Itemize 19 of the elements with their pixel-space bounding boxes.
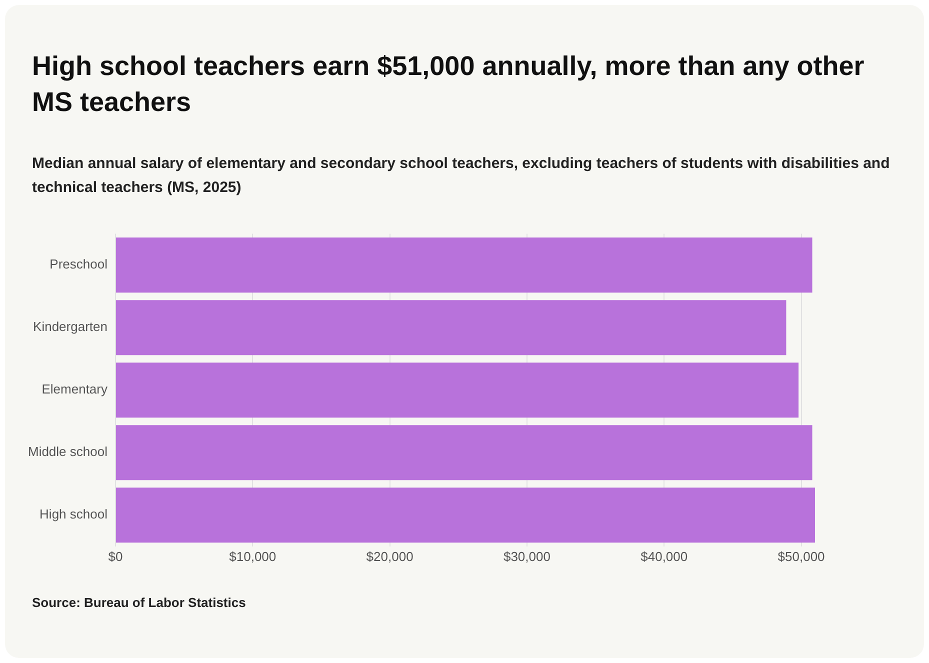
- bar: [116, 362, 799, 418]
- y-tick-label: Middle school: [28, 444, 108, 460]
- bar: [116, 488, 815, 543]
- x-tick-label: $50,000: [778, 548, 825, 564]
- x-tick-label: $0: [108, 548, 123, 564]
- chart-subtitle: Median annual salary of elementary and secondary school teachers, excluding teachers of students with disabilities and technical teachers (MS, 2025): [32, 154, 891, 198]
- x-tick-label: $10,000: [229, 548, 276, 564]
- y-tick-label: Kindergarten: [33, 319, 108, 334]
- y-tick-label: High school: [40, 506, 108, 522]
- x-tick-label: $40,000: [640, 548, 688, 564]
- source-note: Source: Bureau of Labor Statistics: [32, 595, 246, 610]
- bar: [116, 300, 786, 356]
- bar: [116, 425, 812, 480]
- y-tick-label: Preschool: [50, 256, 108, 272]
- x-tick-label: $20,000: [366, 548, 414, 564]
- chart-title: High school teachers earn $51,000 annually, more than any other MS teachers: [32, 50, 866, 119]
- bar: [116, 238, 812, 293]
- x-tick-label: $30,000: [503, 548, 550, 564]
- y-tick-label: Elementary: [42, 382, 108, 397]
